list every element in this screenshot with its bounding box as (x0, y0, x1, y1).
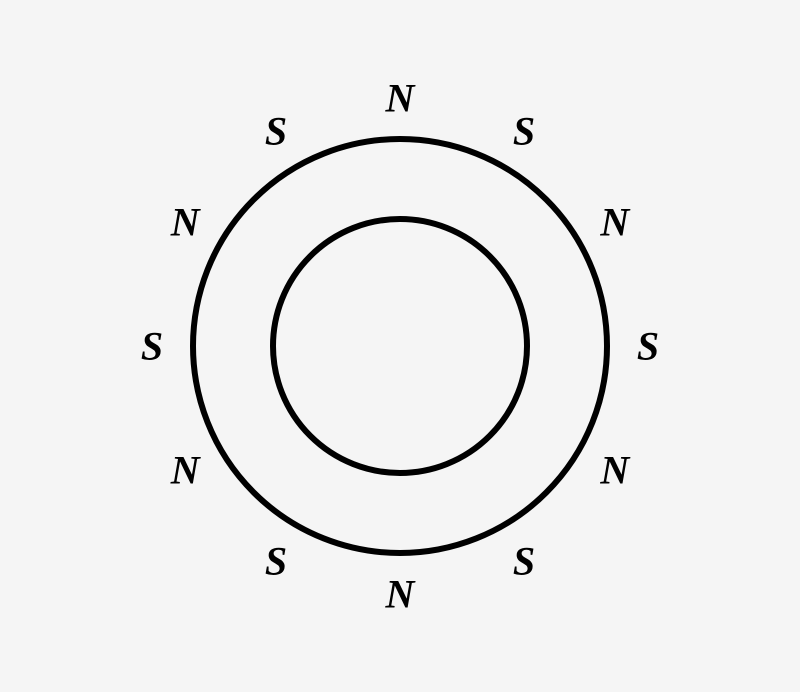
pole-label-8: N (171, 447, 200, 494)
pole-label-3: S (637, 323, 659, 370)
pole-label-2: N (600, 199, 629, 246)
pole-label-4: N (600, 447, 629, 494)
magnet-ring-diagram: N S N S N S N S N S N S (100, 46, 700, 646)
pole-label-1: S (513, 108, 535, 155)
inner-ring (270, 216, 530, 476)
pole-label-5: S (513, 537, 535, 584)
pole-label-10: N (171, 199, 200, 246)
pole-label-9: S (141, 323, 163, 370)
pole-label-0: N (386, 75, 415, 122)
pole-label-7: S (265, 537, 287, 584)
pole-label-11: S (265, 108, 287, 155)
pole-label-6: N (386, 571, 415, 618)
